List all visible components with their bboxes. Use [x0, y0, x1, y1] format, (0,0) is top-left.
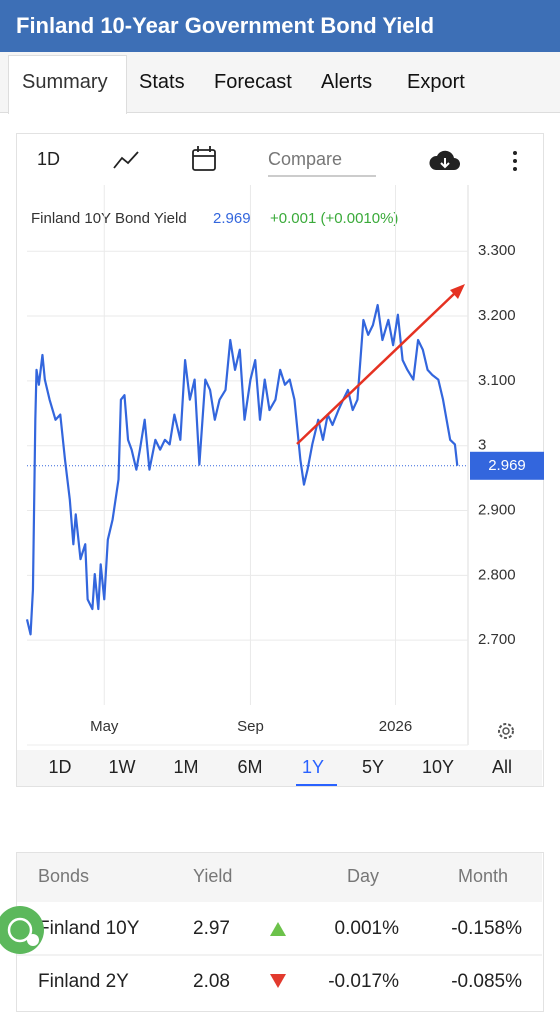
x-tick-label: Sep — [237, 718, 264, 735]
table-header: Month — [458, 866, 508, 886]
table-cell: 0.001% — [335, 918, 400, 939]
more-icon[interactable] — [513, 151, 517, 171]
tab[interactable]: Export — [407, 71, 465, 93]
y-tick-label: 2.800 — [478, 566, 516, 583]
table-header: Day — [347, 866, 379, 886]
chart-type-icon[interactable] — [113, 151, 139, 169]
y-tick-label: 2.700 — [478, 631, 516, 648]
range-button[interactable]: 1D — [48, 757, 71, 777]
table-cell: -0.085% — [451, 971, 522, 992]
last-value-badge — [470, 451, 544, 480]
trend-arrow — [296, 292, 456, 445]
table-cell: Finland 2Y — [38, 971, 129, 992]
selected-tab-bg — [8, 55, 127, 114]
legend-change: +0.001 (+0.0010%) — [270, 210, 398, 227]
table-header-bg — [17, 853, 542, 902]
table-header: Yield — [193, 866, 232, 886]
table-cell: -0.158% — [451, 918, 522, 939]
y-tick-label: 2.900 — [478, 501, 516, 518]
header: Finland 10-Year Government Bond Yield — [0, 0, 560, 52]
y-tick-label: 3.300 — [478, 242, 516, 259]
range-button[interactable]: 10Y — [422, 757, 454, 777]
table-cell: Finland 10Y — [38, 918, 140, 939]
up-arrow — [270, 922, 286, 936]
settings-icon[interactable] — [498, 723, 514, 739]
download-icon[interactable] — [429, 150, 460, 170]
tab[interactable]: Stats — [139, 71, 185, 93]
compare-input[interactable]: Compare — [268, 149, 342, 169]
tab[interactable]: Summary — [22, 71, 108, 93]
table-cell: 2.08 — [193, 971, 230, 992]
x-tick-label: May — [90, 718, 119, 735]
tab[interactable]: Forecast — [214, 71, 292, 93]
tab[interactable]: Alerts — [321, 71, 373, 93]
trend-arrowhead — [450, 284, 465, 299]
table-cell: 2.97 — [193, 918, 230, 939]
legend-value: 2.969 — [213, 210, 251, 227]
y-tick-label: 3.200 — [478, 307, 516, 324]
range-button[interactable]: All — [492, 757, 512, 777]
range-button[interactable]: 5Y — [362, 757, 384, 777]
range-button[interactable]: 6M — [237, 757, 262, 777]
table-header: Bonds — [38, 866, 89, 886]
range-button[interactable]: 1M — [173, 757, 198, 777]
range-bar — [17, 750, 542, 786]
last-value-label: 2.969 — [488, 457, 526, 474]
y-tick-label: 3.100 — [478, 372, 516, 389]
floating-widget[interactable] — [0, 906, 44, 954]
table-cell: -0.017% — [328, 971, 399, 992]
calendar-icon[interactable] — [192, 146, 216, 171]
line-series — [25, 303, 459, 636]
legend-name: Finland 10Y Bond Yield — [31, 210, 187, 227]
page-title: Finland 10-Year Government Bond Yield — [16, 13, 435, 38]
range-button[interactable]: 1Y — [302, 757, 324, 777]
y-tick-label: 3 — [478, 437, 486, 454]
down-arrow — [270, 974, 286, 988]
x-tick-label: 2026 — [379, 718, 412, 735]
tab-bar: Summary Stats Forecast Alerts Export — [0, 52, 560, 114]
range-button[interactable]: 1W — [109, 757, 136, 777]
interval-button[interactable]: 1D — [37, 149, 60, 169]
